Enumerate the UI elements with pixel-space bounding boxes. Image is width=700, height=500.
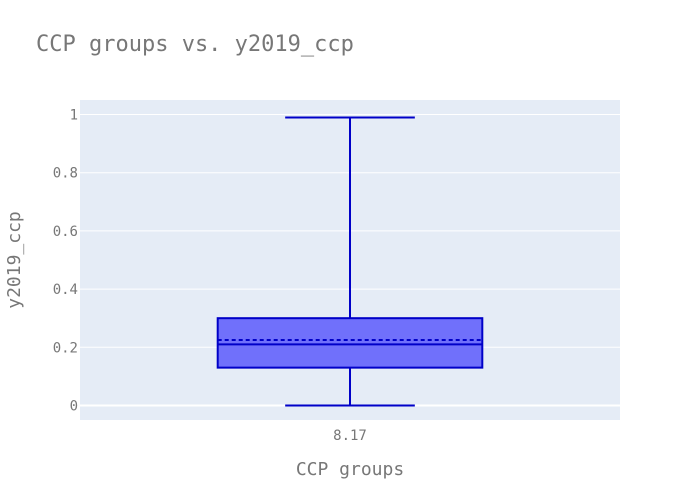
x-tick-label: 8.17: [333, 428, 367, 444]
y-axis-title: y2019_ccp: [4, 211, 25, 309]
x-axis-title: CCP groups: [296, 459, 404, 480]
box-8.17[interactable]: [216, 116, 484, 407]
y-axis-ticks: 0 0.2 0.4 0.6 0.8 1: [53, 108, 78, 415]
y-tick-label: 1: [70, 108, 78, 124]
y-tick-label: 0: [70, 398, 78, 414]
x-axis-ticks: 8.17: [333, 428, 367, 444]
box-series[interactable]: [216, 116, 484, 407]
y-tick-label: 0.2: [53, 340, 78, 356]
iqr-box: [216, 317, 484, 369]
chart-title: CCP groups vs. y2019_ccp: [36, 32, 354, 57]
y-tick-label: 0.4: [53, 282, 78, 298]
y-tick-label: 0.6: [53, 224, 78, 240]
y-tick-label: 0.8: [53, 166, 78, 182]
